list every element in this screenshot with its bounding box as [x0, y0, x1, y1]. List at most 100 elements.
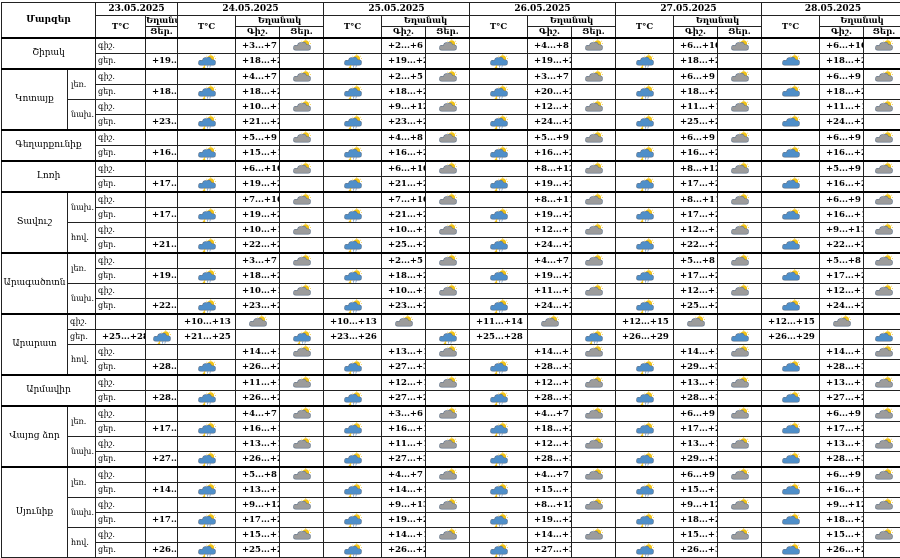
temperature-cell: +28...+31	[528, 452, 572, 468]
temperature-cell: +12...+14	[528, 375, 572, 391]
night-icon-empty	[572, 54, 616, 70]
temperature-cell: +6...+9	[674, 69, 718, 85]
temperature-cell	[146, 437, 178, 452]
table-row: նախ.գիշ.+10...+13+10...+13+11...+15+12..…	[2, 284, 900, 299]
day-icon-empty	[762, 38, 820, 54]
temperature-cell: +27...+30	[382, 452, 426, 468]
cloud-icon	[572, 284, 616, 299]
cloud-icon	[426, 528, 470, 543]
time-of-day-label: ցեր.	[96, 299, 146, 315]
temperature-cell: +24...+26	[528, 238, 572, 254]
temperature-cell: +10...+13	[236, 223, 280, 238]
cloud-icon	[280, 161, 324, 177]
date-header-1: 23.05.2025	[96, 3, 178, 16]
day-icon-empty	[762, 467, 820, 483]
cloud-lightning-icon	[616, 513, 674, 528]
temperature-cell: +11...+14	[674, 100, 718, 115]
day-icon-1-empty	[178, 528, 236, 543]
cloud-icon	[572, 528, 616, 543]
temperature-cell: +5...+8	[236, 467, 280, 483]
weather-header-1: Եղանակ	[146, 16, 178, 27]
cloud-icon	[280, 284, 324, 299]
time-of-day-label: ցեր.	[96, 391, 146, 407]
temperature-cell: +2...+5	[382, 253, 426, 269]
cloud-lightning-icon	[470, 513, 528, 528]
table-row: ցեր.+19...+24+18...+23+19...+23+19...+23…	[2, 54, 900, 70]
temperature-cell: +17...+20	[146, 422, 178, 437]
cloud-icon	[674, 314, 718, 330]
temperature-cell: +13...+16	[236, 483, 280, 498]
temperature-cell: +4...+7	[382, 467, 426, 483]
temperature-cell: +6...+9	[820, 69, 864, 85]
night-icon-empty	[718, 208, 762, 223]
night-icon-empty	[426, 452, 470, 468]
sun-cloud-lightning-icon	[762, 452, 820, 468]
day-icon-empty	[470, 406, 528, 422]
temperature-cell: +17...+20	[146, 208, 178, 223]
night-icon-empty	[280, 85, 324, 100]
night-icon-empty	[426, 269, 470, 284]
temperature-cell: +17...+20	[820, 269, 864, 284]
temperature-cell: +23...+26	[324, 330, 382, 345]
temperature-cell: +6...+9	[820, 192, 864, 208]
cloud-lightning-icon	[470, 115, 528, 131]
temperature-cell: +23...+25	[382, 115, 426, 131]
temperature-cell: +18...+21	[820, 85, 864, 100]
temperature-cell: +26...+29	[382, 543, 426, 558]
day-icon-empty	[470, 161, 528, 177]
temperature-cell: +2...+5	[382, 69, 426, 85]
night-icon-empty	[280, 483, 324, 498]
day-icon-1-empty	[178, 69, 236, 85]
temperature-cell: +9...+13	[820, 223, 864, 238]
cloud-icon	[864, 375, 900, 391]
time-of-day-label: գիշ.	[96, 38, 146, 54]
cloud-icon	[864, 345, 900, 360]
cloud-icon	[572, 375, 616, 391]
temperature-cell: +15...+19	[236, 146, 280, 162]
day-icon-empty	[616, 253, 674, 269]
day-icon-empty	[280, 314, 324, 330]
cloud-icon	[864, 192, 900, 208]
cloud-lightning-icon	[470, 146, 528, 162]
night-icon-empty	[864, 238, 900, 254]
temperature-cell: +19...+23	[382, 513, 426, 528]
temperature-cell: +3...+7	[236, 38, 280, 54]
cloud-icon	[572, 192, 616, 208]
time-of-day-label: գիշ.	[96, 528, 146, 543]
time-of-day-label: ցեր.	[96, 54, 146, 70]
temp-header-6: T°C	[762, 16, 820, 39]
zone-label: նախ.	[68, 192, 96, 223]
cloud-lightning-icon	[178, 238, 236, 254]
sun-cloud-lightning-icon	[762, 238, 820, 254]
day-icon-1-empty	[178, 406, 236, 422]
header-row-labels: T°CԵղանակT°CԵղանակT°CԵղանակT°CԵղանակT°CԵ…	[2, 16, 900, 27]
cloud-icon	[864, 406, 900, 422]
temperature-cell: +23...+27	[382, 299, 426, 315]
sun-cloud-lightning-icon	[762, 146, 820, 162]
temperature-cell: +24...+28	[820, 299, 864, 315]
table-row: ցեր.+22...+28+23...+27+23...+27+24...+28…	[2, 299, 900, 315]
cloud-lightning-icon	[470, 238, 528, 254]
temperature-cell: +27...+30	[528, 543, 572, 558]
cloud-lightning-icon	[470, 208, 528, 223]
night-icon-empty	[426, 391, 470, 407]
temperature-cell: +15...+18	[236, 528, 280, 543]
time-of-day-label: ցեր.	[96, 269, 146, 284]
time-of-day-label: գիշ.	[96, 498, 146, 513]
night-icon-empty	[864, 483, 900, 498]
day-icon-empty	[616, 498, 674, 513]
temperature-cell: +14...+17	[382, 528, 426, 543]
cloud-icon	[718, 375, 762, 391]
temperature-cell: +3...+6	[382, 406, 426, 422]
temperature-cell: +16...+20	[820, 177, 864, 193]
temperature-cell: +16...+20	[820, 146, 864, 162]
cloud-icon	[280, 253, 324, 269]
cloud-lightning-icon	[324, 146, 382, 162]
cloud-lightning-icon	[324, 422, 382, 437]
night-icon-empty	[236, 330, 280, 345]
cloud-lightning-icon	[324, 177, 382, 193]
temperature-cell: +8...+12	[528, 161, 572, 177]
cloud-icon	[528, 314, 572, 330]
cloud-icon	[280, 223, 324, 238]
